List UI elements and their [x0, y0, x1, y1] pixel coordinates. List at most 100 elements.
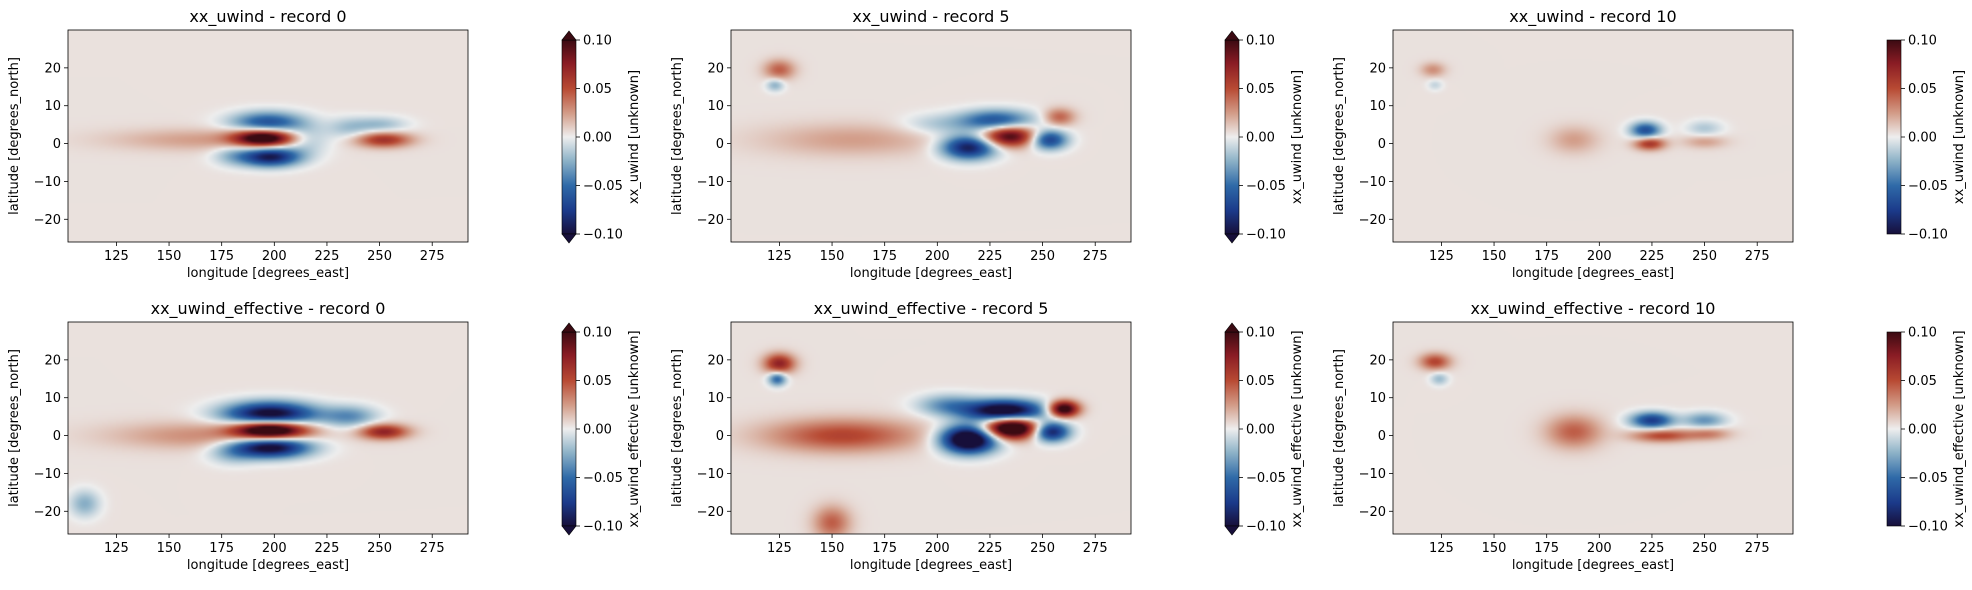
y-axis-label: latitude [degrees_north]: [7, 349, 22, 507]
colorbar: 0.10 0.05 0.00 −0.05 −0.10 xx_uwind_effective…: [1886, 326, 1967, 535]
y-tick-label: 10: [707, 391, 724, 406]
colorbar-extend-max: [561, 322, 577, 333]
y-tick-label: −20: [697, 213, 724, 228]
x-tick-label: 250: [1692, 541, 1717, 556]
x-tick-label: 200: [262, 541, 287, 556]
colorbar-extend-min: [561, 233, 577, 244]
y-tick-label: 10: [44, 99, 61, 114]
x-axis-label: longitude [degrees_east]: [1512, 558, 1674, 573]
x-axis-label: longitude [degrees_east]: [850, 266, 1012, 281]
x-tick-label: 200: [1587, 249, 1612, 264]
colorbar-tick-label: −0.05: [1246, 471, 1286, 486]
colorbar-extend-min: [1224, 233, 1240, 244]
y-tick-label: −10: [1359, 467, 1386, 482]
colorbar-tick-label: −0.10: [1908, 228, 1948, 243]
y-tick-label: −20: [34, 213, 61, 228]
colorbar-tick-label: 0.00: [583, 423, 612, 438]
heatmap-field: [68, 322, 468, 534]
y-tick-label: 20: [44, 353, 61, 368]
x-tick-label: 125: [104, 249, 129, 264]
x-tick-label: 125: [104, 541, 129, 556]
plot-frame: [730, 321, 1132, 535]
y-tick-label: −10: [34, 467, 61, 482]
x-tick-label: 150: [1482, 249, 1507, 264]
colorbar-tick-label: 0.10: [1246, 326, 1275, 341]
x-tick-label: 225: [978, 249, 1003, 264]
colorbar-tick-label: 0.10: [583, 34, 612, 49]
colorbar-tick-label: 0.05: [1908, 374, 1937, 389]
y-axis-label: latitude [degrees_north]: [670, 57, 685, 215]
x-tick-label: 175: [1534, 541, 1559, 556]
colorbar-label: xx_uwind [unknown]: [1290, 70, 1305, 204]
y-axis-label: latitude [degrees_north]: [7, 57, 22, 215]
y-tick-label: 10: [1369, 391, 1386, 406]
x-tick-label: 225: [1640, 541, 1665, 556]
x-tick-label: 275: [1745, 541, 1770, 556]
x-tick-label: 150: [1482, 541, 1507, 556]
colorbar-label: xx_uwind [unknown]: [627, 70, 642, 204]
x-tick-label: 275: [420, 249, 445, 264]
x-tick-label: 250: [367, 541, 392, 556]
heatmap-field: [68, 30, 468, 242]
colorbar-gradient: [561, 331, 577, 527]
x-axis-label: longitude [degrees_east]: [187, 266, 349, 281]
colorbar-gradient: [1224, 331, 1240, 527]
colorbar-tick-label: −0.10: [583, 520, 623, 535]
plot-frame: [67, 29, 469, 243]
colorbar-tick-label: −0.10: [1246, 520, 1286, 535]
colorbar-tick-label: −0.05: [1246, 179, 1286, 194]
panel-5: xx_uwind_effective - record 10 125 150 175 2…: [1332, 299, 1967, 573]
y-tick-label: 0: [1378, 137, 1386, 152]
x-tick-label: 125: [1429, 541, 1454, 556]
y-tick-label: 20: [44, 61, 61, 76]
y-tick-label: 10: [1369, 99, 1386, 114]
x-tick-label: 150: [820, 541, 845, 556]
plot-frame: [67, 321, 469, 535]
y-tick-label: 0: [53, 137, 61, 152]
panel-title: xx_uwind_effective - record 5: [814, 299, 1049, 319]
heatmap-field: [731, 322, 1131, 534]
colorbar-gradient: [1886, 39, 1902, 235]
colorbar-tick-label: −0.10: [583, 228, 623, 243]
x-tick-label: 150: [157, 541, 182, 556]
colorbar: 0.10 0.05 0.00 −0.05 −0.10 xx_uwind [unknown]: [1886, 34, 1967, 243]
x-tick-label: 200: [925, 249, 950, 264]
x-axis-label: longitude [degrees_east]: [187, 558, 349, 573]
y-axis-label: latitude [degrees_north]: [1332, 349, 1347, 507]
colorbar-tick-label: 0.10: [1908, 326, 1937, 341]
panel-title: xx_uwind - record 5: [852, 7, 1009, 27]
plot-frame: [1392, 29, 1794, 243]
heatmap-field: [731, 30, 1131, 242]
colorbar-tick-label: 0.00: [1246, 131, 1275, 146]
colorbar-label: xx_uwind_effective [unknown]: [1952, 330, 1967, 527]
colorbar-tick-label: 0.05: [1246, 374, 1275, 389]
colorbar-tick-label: 0.00: [1908, 131, 1937, 146]
x-tick-label: 225: [978, 541, 1003, 556]
colorbar-tick-label: −0.05: [1908, 471, 1948, 486]
y-tick-label: 10: [707, 99, 724, 114]
y-axis-label: latitude [degrees_north]: [1332, 57, 1347, 215]
y-tick-label: −20: [34, 505, 61, 520]
y-tick-label: −10: [697, 467, 724, 482]
x-tick-label: 125: [767, 541, 792, 556]
colorbar-tick-label: −0.05: [1908, 179, 1948, 194]
colorbar-tick-label: 0.05: [583, 374, 612, 389]
panel-title: xx_uwind - record 10: [1509, 7, 1676, 27]
colorbar-tick-label: 0.00: [1908, 423, 1937, 438]
x-tick-label: 175: [209, 541, 234, 556]
x-tick-label: 250: [1692, 249, 1717, 264]
y-tick-label: −20: [697, 505, 724, 520]
colorbar-tick-label: 0.10: [1246, 34, 1275, 49]
colorbar-extend-min: [1224, 525, 1240, 536]
colorbar-tick-label: −0.10: [1246, 228, 1286, 243]
colorbar-extend-max: [1224, 322, 1240, 333]
x-tick-label: 275: [1083, 541, 1108, 556]
x-tick-label: 125: [767, 249, 792, 264]
x-tick-label: 250: [1030, 541, 1055, 556]
y-tick-label: −20: [1359, 505, 1386, 520]
plot-frame: [1392, 321, 1794, 535]
colorbar-tick-label: 0.00: [583, 131, 612, 146]
